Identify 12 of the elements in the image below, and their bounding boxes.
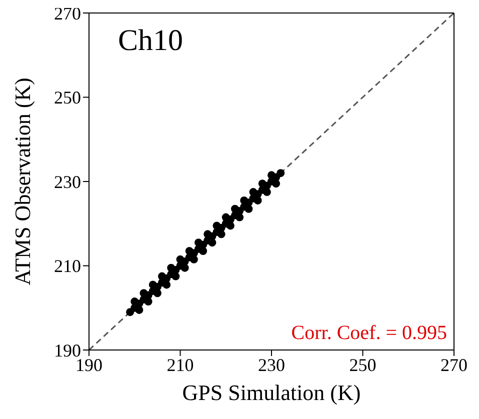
y-tick-label: 210 bbox=[54, 256, 81, 276]
y-axis-title: ATMS Observation (K) bbox=[10, 78, 35, 286]
annotation: Corr. Coef. = 0.995 bbox=[291, 322, 447, 345]
x-tick-label: 230 bbox=[258, 354, 285, 375]
x-tick-label: 210 bbox=[166, 354, 194, 375]
y-tick-label: 230 bbox=[54, 172, 81, 192]
y-tick-label: 250 bbox=[54, 88, 81, 108]
x-tick-label: 270 bbox=[440, 354, 468, 375]
annotation: Ch10 bbox=[118, 24, 184, 58]
x-axis-title: GPS Simulation (K) bbox=[182, 380, 361, 405]
x-tick-label: 250 bbox=[349, 354, 376, 375]
y-tick-label: 190 bbox=[54, 340, 81, 360]
